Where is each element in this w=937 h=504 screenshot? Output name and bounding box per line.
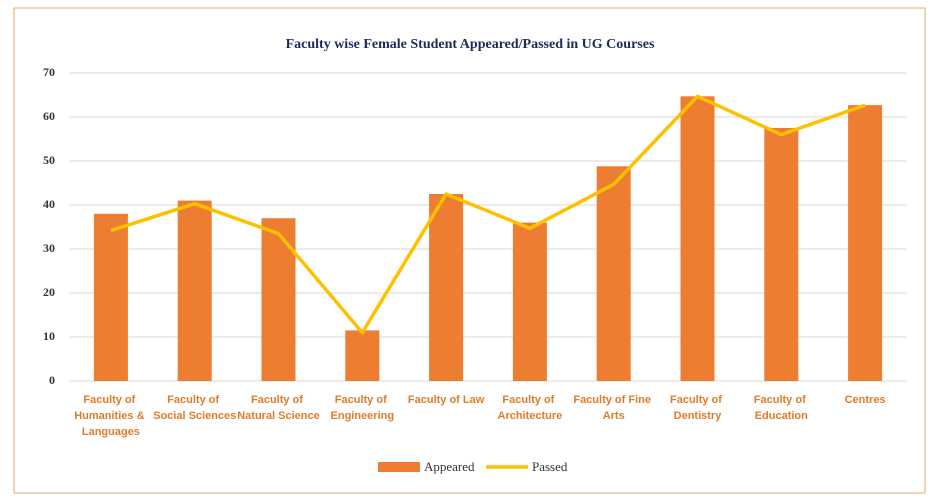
bar <box>596 166 631 381</box>
bar <box>512 222 547 381</box>
y-tick-label: 60 <box>43 109 55 123</box>
bar <box>93 213 128 381</box>
bar <box>680 96 715 381</box>
bar <box>429 194 464 381</box>
bar <box>261 218 296 381</box>
bar <box>764 128 799 381</box>
x-tick-label: Faculty of Education <box>754 394 809 422</box>
y-tick-label: 50 <box>43 153 55 167</box>
x-tick-label: Faculty of Law <box>408 394 485 406</box>
chart-title: Faculty wise Female Student Appeared/Pas… <box>286 37 655 52</box>
x-tick-label: Faculty of Natural Science <box>237 394 320 422</box>
y-tick-label: 30 <box>43 241 55 255</box>
bar <box>177 200 212 381</box>
line <box>110 94 866 335</box>
legend-label: Passed <box>532 459 568 474</box>
x-tick-label: Faculty of Humanities & Languages <box>74 394 147 438</box>
bar <box>848 105 883 382</box>
legend-swatch <box>378 462 420 472</box>
y-tick-label: 10 <box>43 329 55 343</box>
x-tick-label: Faculty of Fine Arts <box>573 394 654 422</box>
y-tick-label: 0 <box>49 373 55 387</box>
y-tick-label: 40 <box>43 197 55 211</box>
x-tick-label: Faculty of Dentistry <box>670 394 725 422</box>
x-tick-label: Faculty of Engineering <box>331 394 395 422</box>
y-tick-label: 20 <box>43 285 55 299</box>
x-tick-label: Centres <box>845 394 886 406</box>
x-tick-label: Faculty of Architecture <box>498 394 563 422</box>
y-tick-label: 70 <box>43 65 55 79</box>
x-tick-label: Faculty of Social Sciences <box>153 394 236 422</box>
bar <box>345 330 380 381</box>
legend-label: Appeared <box>424 459 475 474</box>
